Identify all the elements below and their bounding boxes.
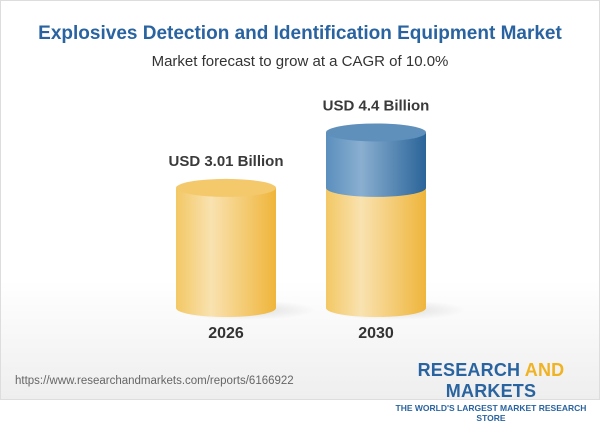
source-url[interactable]: https://www.researchandmarkets.com/repor… — [15, 375, 294, 387]
chart-area: USD 3.01 Billion 2026 USD 4.4 Billion 2030 — [168, 97, 466, 342]
category-label-2030: 2030 — [358, 325, 394, 342]
category-label-2026: 2026 — [208, 325, 244, 342]
chart-subtitle: Market forecast to grow at a CAGR of 10.… — [151, 53, 449, 70]
bar-base-2026 — [176, 187, 276, 317]
data-label-2026: USD 3.01 Billion — [168, 153, 283, 170]
bar-growth-2030 — [326, 132, 426, 197]
research-and-markets-logo: RESEARCH AND MARKETS THE WORLD'S LARGEST… — [395, 360, 587, 423]
bar-base-2030 — [326, 187, 426, 317]
bar-top-2030 — [326, 123, 426, 142]
bar-top-2026 — [176, 178, 276, 197]
chart-title: Explosives Detection and Identification … — [38, 23, 562, 44]
data-label-2030: USD 4.4 Billion — [323, 97, 430, 114]
